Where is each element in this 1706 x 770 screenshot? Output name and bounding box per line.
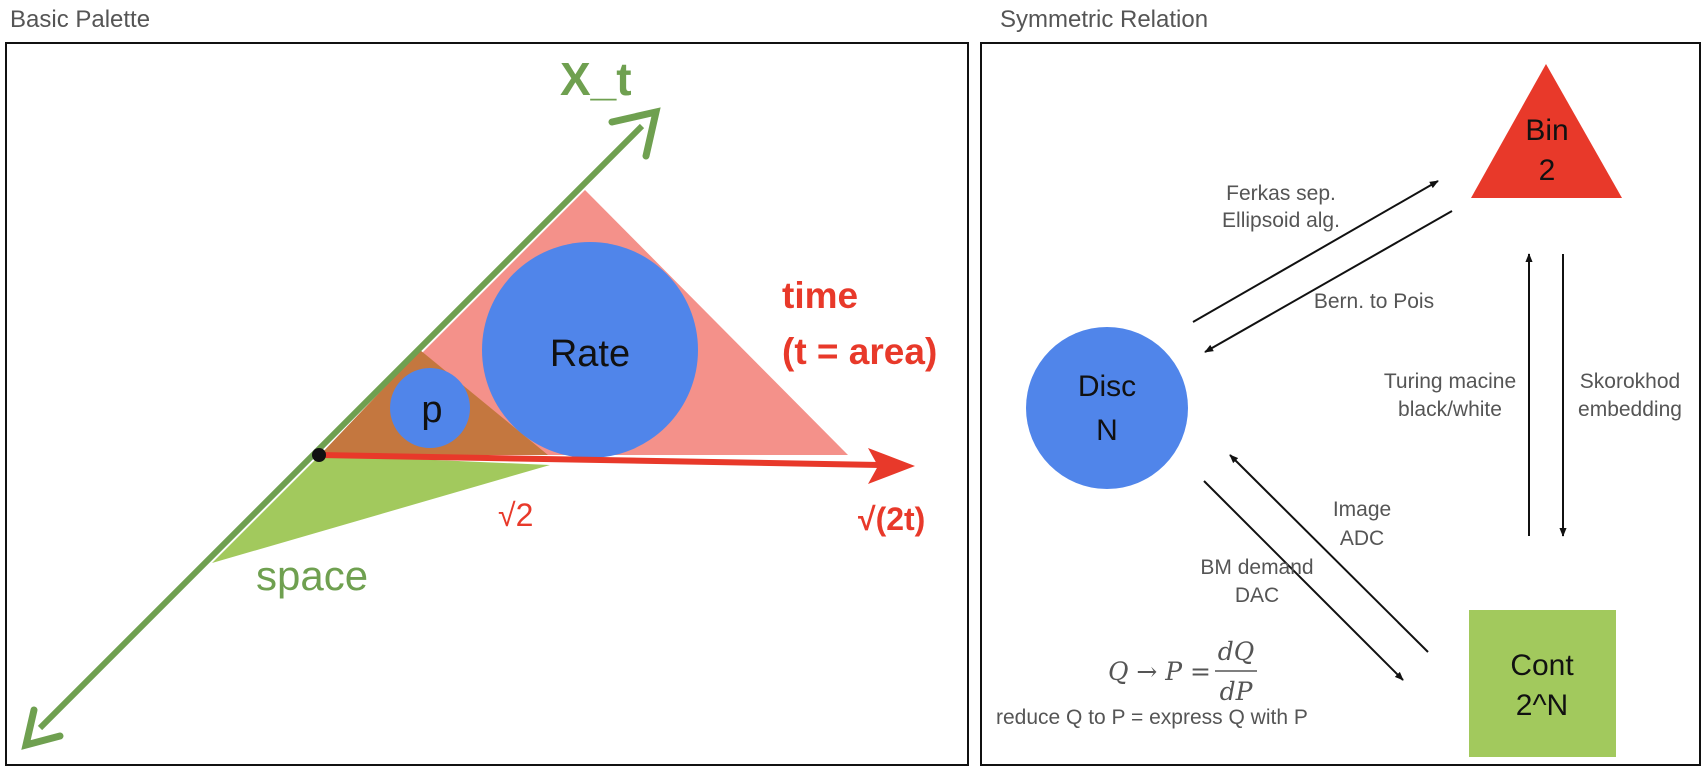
embedding-label: embedding — [1578, 398, 1682, 421]
rate-circle — [482, 242, 698, 458]
sqrt2t-axis-line — [319, 452, 881, 468]
space-triangle — [212, 455, 550, 563]
sqrt2-label: √2 — [498, 497, 533, 533]
dac-label: DAC — [1235, 584, 1279, 607]
arrow-bin-to-disc — [1204, 210, 1453, 353]
sqrt2t-axis-arrowhead — [868, 448, 915, 484]
xt-axis-line — [37, 123, 645, 731]
reduce-text: reduce Q to P = express Q with P — [996, 706, 1308, 729]
left-panel-frame — [5, 42, 969, 766]
disc-node-value: N — [1096, 414, 1118, 447]
cont-node-label: Cont — [1510, 649, 1574, 682]
space-label: space — [256, 552, 368, 599]
xt-arrowhead-up — [608, 107, 661, 160]
time-area-label: (t = area) — [782, 331, 937, 372]
image-label: Image — [1333, 498, 1391, 521]
cont-node-value: 2^N — [1516, 689, 1568, 722]
formula-denominator: dP — [1220, 677, 1254, 706]
ellipsoid-label: Ellipsoid alg. — [1222, 209, 1340, 232]
left-panel-title: Basic Palette — [10, 6, 151, 33]
time-label: time — [782, 275, 858, 316]
black-white-label: black/white — [1398, 398, 1502, 421]
arrow-disc-to-cont — [1203, 480, 1404, 681]
right-panel-title: Symmetric Relation — [1000, 6, 1209, 33]
bin-node-value: 2 — [1539, 154, 1556, 187]
right-panel-frame — [980, 42, 1701, 766]
arrow-disc-to-bin — [1192, 180, 1439, 323]
disc-node-label: Disc — [1078, 370, 1136, 403]
arrow-cont-to-disc — [1229, 454, 1429, 653]
sqrt2t-label: √(2t) — [858, 501, 925, 537]
turing-label: Turing macine — [1384, 370, 1516, 393]
skorokhod-label: Skorokhod — [1580, 370, 1680, 393]
rate-label: Rate — [550, 333, 630, 375]
bern-label: Bern. to Pois — [1314, 290, 1434, 313]
p-circle — [390, 368, 470, 448]
bin-node-label: Bin — [1525, 114, 1568, 147]
adc-label: ADC — [1340, 527, 1384, 550]
formula-lhs: Q → P = — [1108, 657, 1211, 686]
ferkas-label: Ferkas sep. — [1226, 182, 1336, 205]
cont-node — [1469, 610, 1616, 757]
xt-arrowhead-down — [21, 706, 64, 750]
xt-axis-label: X_t — [560, 53, 632, 105]
origin-dot — [312, 448, 326, 462]
p-label: p — [421, 389, 442, 431]
formula-numerator: dQ — [1218, 637, 1255, 666]
bm-demand-label: BM demand — [1200, 556, 1313, 579]
disc-node — [1026, 327, 1188, 489]
bin-node — [1471, 64, 1622, 198]
